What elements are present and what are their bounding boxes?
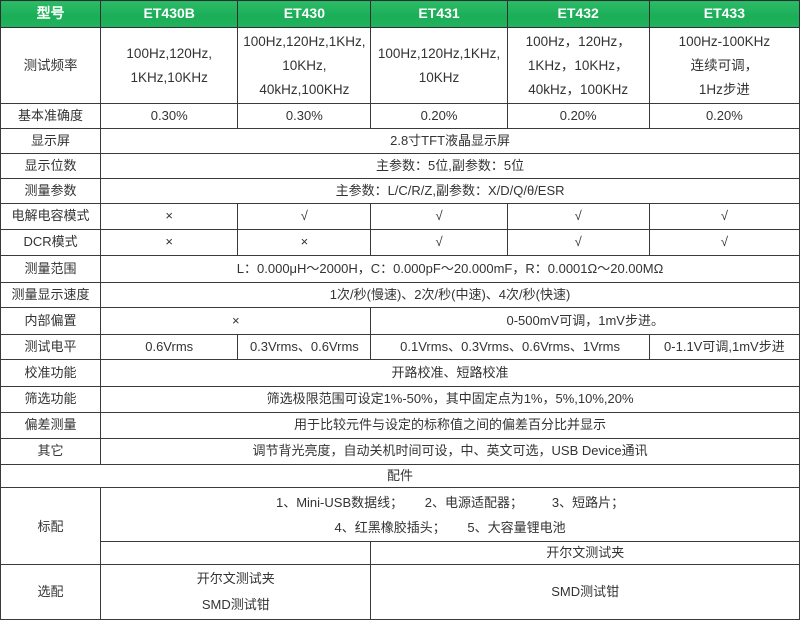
row-sorting: 筛选功能 筛选极限范围可设定1%-50%，其中固定点为1%，5%,10%,20% bbox=[0, 386, 800, 413]
electrolytic-et433: √ bbox=[648, 203, 800, 230]
row-basic-accuracy: 基本准确度 0.30% 0.30% 0.20% 0.20% 0.20% bbox=[0, 103, 800, 129]
freq-et430b: 100Hz,120Hz, 1KHz,10KHz bbox=[100, 27, 239, 104]
accuracy-et430b: 0.30% bbox=[100, 103, 239, 129]
electrolytic-et432: √ bbox=[506, 203, 650, 230]
accuracy-et430: 0.30% bbox=[237, 103, 372, 129]
accessories-section-title: 配件 bbox=[0, 463, 800, 489]
header-model-label: 型号 bbox=[0, 0, 102, 28]
accuracy-et433: 0.20% bbox=[648, 103, 800, 129]
standard-extra-left bbox=[100, 541, 372, 566]
bias-et430b-et430: × bbox=[100, 307, 372, 335]
display-digits-value: 主参数：5位,副参数：5位 bbox=[100, 153, 800, 179]
header-model-et430b: ET430B bbox=[100, 0, 239, 28]
row-label-measure-params: 测量参数 bbox=[0, 178, 102, 204]
freq-et433: 100Hz-100KHz 连续可调， 1Hz步进 bbox=[648, 27, 800, 104]
row-label-basic-accuracy: 基本准确度 bbox=[0, 103, 102, 129]
row-deviation: 偏差测量 用于比较元件与设定的标称值之间的偏差百分比并显示 bbox=[0, 412, 800, 439]
display-screen-value: 2.8寸TFT液晶显示屏 bbox=[100, 128, 800, 154]
measure-params-value: 主参数：L/C/R/Z,副参数：X/D/Q/θ/ESR bbox=[100, 178, 800, 204]
row-accessories-section: 配件 bbox=[0, 463, 800, 489]
row-electrolytic-mode: 电解电容模式 × √ √ √ √ bbox=[0, 203, 800, 230]
row-label-optional: 选配 bbox=[0, 564, 102, 620]
level-et431-et432: 0.1Vrms、0.3Vrms、0.6Vrms、1Vrms bbox=[370, 334, 650, 360]
electrolytic-et430: √ bbox=[237, 203, 372, 230]
row-display-screen: 显示屏 2.8寸TFT液晶显示屏 bbox=[0, 128, 800, 154]
header-model-et432: ET432 bbox=[506, 0, 650, 28]
row-test-level: 测试电平 0.6Vrms 0.3Vrms、0.6Vrms 0.1Vrms、0.3… bbox=[0, 334, 800, 360]
header-row: 型号 ET430B ET430 ET431 ET432 ET433 bbox=[0, 0, 800, 28]
row-label-display-speed: 测量显示速度 bbox=[0, 282, 102, 308]
row-measure-range: 测量范围 L：0.000μH～2000H，C：0.000pF～20.000mF，… bbox=[0, 255, 800, 283]
header-model-et430: ET430 bbox=[237, 0, 372, 28]
row-label-display-screen: 显示屏 bbox=[0, 128, 102, 154]
dcr-et430b: × bbox=[100, 229, 239, 256]
row-standard-accessories-extra: 开尔文测试夹 bbox=[1, 541, 800, 566]
optional-left: 开尔文测试夹 SMD测试钳 bbox=[100, 564, 372, 620]
row-label-measure-range: 测量范围 bbox=[0, 255, 102, 283]
row-label-electrolytic-mode: 电解电容模式 bbox=[0, 203, 102, 230]
row-label-internal-bias: 内部偏置 bbox=[0, 307, 102, 335]
accuracy-et431: 0.20% bbox=[370, 103, 508, 129]
row-internal-bias: 内部偏置 × 0-500mV可调，1mV步进。 bbox=[0, 307, 800, 335]
other-value: 调节背光亮度，自动关机时间可设，中、英文可选，USB Device通讯 bbox=[100, 438, 800, 465]
display-speed-value: 1次/秒(慢速)、2次/秒(中速)、4次/秒(快速) bbox=[100, 282, 800, 308]
level-et430: 0.3Vrms、0.6Vrms bbox=[237, 334, 372, 360]
freq-et430: 100Hz,120Hz,1KHz, 10KHz, 40kHz,100KHz bbox=[237, 27, 372, 104]
row-dcr-mode: DCR模式 × × √ √ √ bbox=[0, 229, 800, 256]
dcr-et431: √ bbox=[370, 229, 508, 256]
dcr-et433: √ bbox=[648, 229, 800, 256]
calibration-value: 开路校准、短路校准 bbox=[100, 359, 800, 387]
freq-et432: 100Hz，120Hz， 1KHz，10KHz， 40kHz，100KHz bbox=[506, 27, 650, 104]
row-measure-params: 测量参数 主参数：L/C/R/Z,副参数：X/D/Q/θ/ESR bbox=[0, 178, 800, 204]
standard-extra-right: 开尔文测试夹 bbox=[370, 541, 800, 566]
row-label-test-frequency: 测试频率 bbox=[0, 27, 102, 104]
row-label-calibration: 校准功能 bbox=[0, 359, 102, 387]
row-label-sorting: 筛选功能 bbox=[0, 386, 102, 413]
dcr-et432: √ bbox=[506, 229, 650, 256]
row-label-other: 其它 bbox=[0, 438, 102, 465]
row-display-speed: 测量显示速度 1次/秒(慢速)、2次/秒(中速)、4次/秒(快速) bbox=[0, 282, 800, 308]
standard-accessories-list: 1、Mini-USB数据线； 2、电源适配器； 3、短路片； 4、红黑橡胶插头；… bbox=[100, 487, 800, 543]
row-optional-accessories: 选配 开尔文测试夹 SMD测试钳 SMD测试钳 bbox=[0, 564, 800, 620]
electrolytic-et431: √ bbox=[370, 203, 508, 230]
row-other: 其它 调节背光亮度，自动关机时间可设，中、英文可选，USB Device通讯 bbox=[0, 438, 800, 465]
row-label-deviation: 偏差测量 bbox=[0, 412, 102, 439]
row-label-dcr-mode: DCR模式 bbox=[0, 229, 102, 256]
sorting-value: 筛选极限范围可设定1%-50%，其中固定点为1%，5%,10%,20% bbox=[100, 386, 800, 413]
deviation-value: 用于比较元件与设定的标称值之间的偏差百分比并显示 bbox=[100, 412, 800, 439]
level-et430b: 0.6Vrms bbox=[100, 334, 239, 360]
dcr-et430: × bbox=[237, 229, 372, 256]
header-model-et433: ET433 bbox=[648, 0, 800, 28]
electrolytic-et430b: × bbox=[100, 203, 239, 230]
row-standard-accessories: 标配 1、Mini-USB数据线； 2、电源适配器； 3、短路片； 4、红黑橡胶… bbox=[0, 487, 800, 566]
level-et433: 0-1.1V可调,1mV步进 bbox=[648, 334, 800, 360]
bias-et431-et433: 0-500mV可调，1mV步进。 bbox=[370, 307, 800, 335]
row-label-standard: 标配 bbox=[0, 487, 102, 566]
row-calibration: 校准功能 开路校准、短路校准 bbox=[0, 359, 800, 387]
row-label-test-level: 测试电平 bbox=[0, 334, 102, 360]
freq-et431: 100Hz,120Hz,1KHz, 10KHz bbox=[370, 27, 508, 104]
optional-right: SMD测试钳 bbox=[370, 564, 800, 620]
row-test-frequency: 测试频率 100Hz,120Hz, 1KHz,10KHz 100Hz,120Hz… bbox=[0, 27, 800, 104]
row-display-digits: 显示位数 主参数：5位,副参数：5位 bbox=[0, 153, 800, 179]
measure-range-value: L：0.000μH～2000H，C：0.000pF～20.000mF，R：0.0… bbox=[100, 255, 800, 283]
accuracy-et432: 0.20% bbox=[506, 103, 650, 129]
header-model-et431: ET431 bbox=[370, 0, 508, 28]
row-label-display-digits: 显示位数 bbox=[0, 153, 102, 179]
